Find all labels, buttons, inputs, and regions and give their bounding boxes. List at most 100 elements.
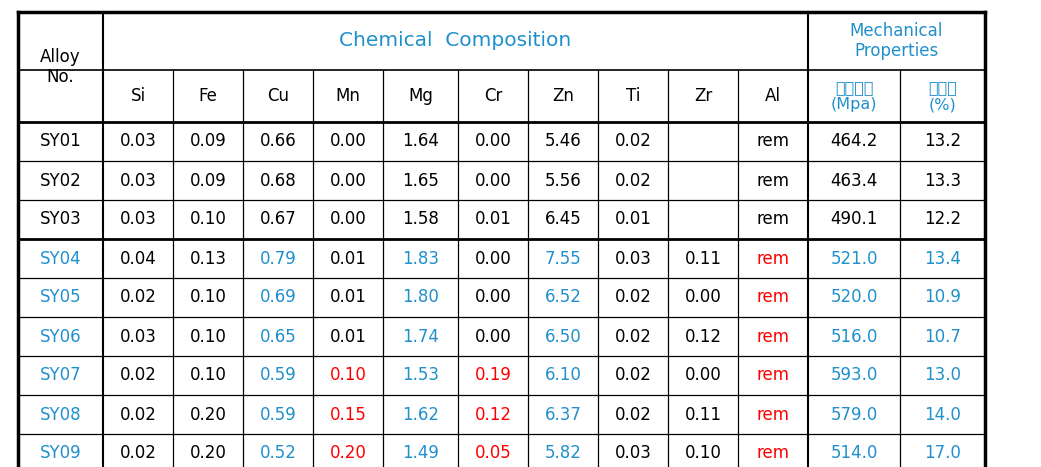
- Text: 6.52: 6.52: [544, 289, 582, 306]
- Text: Ti: Ti: [626, 87, 640, 105]
- Text: 0.65: 0.65: [259, 327, 297, 346]
- Text: 0.68: 0.68: [259, 171, 297, 190]
- Text: 593.0: 593.0: [831, 367, 878, 384]
- Text: 0.20: 0.20: [330, 445, 366, 462]
- Text: rem: rem: [757, 405, 789, 424]
- Text: 0.11: 0.11: [685, 405, 721, 424]
- Text: 6.50: 6.50: [544, 327, 581, 346]
- Text: 0.00: 0.00: [475, 289, 511, 306]
- Text: 0.59: 0.59: [259, 405, 297, 424]
- Text: 0.19: 0.19: [475, 367, 511, 384]
- Text: SY01: SY01: [40, 133, 81, 150]
- Text: rem: rem: [757, 249, 789, 268]
- Text: 12.2: 12.2: [924, 211, 961, 228]
- Text: 0.09: 0.09: [189, 133, 226, 150]
- Text: 13.0: 13.0: [924, 367, 961, 384]
- Text: Zn: Zn: [552, 87, 574, 105]
- Text: Fe: Fe: [199, 87, 218, 105]
- Text: 0.02: 0.02: [120, 445, 156, 462]
- Text: 0.59: 0.59: [259, 367, 297, 384]
- Text: 0.04: 0.04: [120, 249, 156, 268]
- Text: 0.02: 0.02: [120, 289, 156, 306]
- Text: SY05: SY05: [40, 289, 81, 306]
- Text: 5.46: 5.46: [544, 133, 581, 150]
- Text: 464.2: 464.2: [831, 133, 878, 150]
- Text: 0.00: 0.00: [475, 171, 511, 190]
- Text: SY03: SY03: [40, 211, 81, 228]
- Text: 1.80: 1.80: [402, 289, 439, 306]
- Text: rem: rem: [757, 171, 789, 190]
- Text: 0.02: 0.02: [614, 171, 652, 190]
- Text: 0.79: 0.79: [259, 249, 297, 268]
- Text: 5.56: 5.56: [544, 171, 581, 190]
- Text: 13.4: 13.4: [924, 249, 961, 268]
- Text: 1.64: 1.64: [402, 133, 439, 150]
- Text: 17.0: 17.0: [924, 445, 961, 462]
- Text: 연신율
(%): 연신율 (%): [929, 80, 957, 112]
- Text: 520.0: 520.0: [831, 289, 878, 306]
- Text: SY04: SY04: [40, 249, 81, 268]
- Text: 0.02: 0.02: [614, 133, 652, 150]
- Text: 0.01: 0.01: [330, 249, 366, 268]
- Text: 0.20: 0.20: [189, 445, 227, 462]
- Text: Mn: Mn: [335, 87, 360, 105]
- Text: 0.00: 0.00: [685, 367, 721, 384]
- Text: 6.37: 6.37: [544, 405, 582, 424]
- Text: 0.10: 0.10: [330, 367, 366, 384]
- Text: 1.65: 1.65: [402, 171, 439, 190]
- Text: 0.13: 0.13: [189, 249, 227, 268]
- Text: 0.00: 0.00: [685, 289, 721, 306]
- Text: 0.12: 0.12: [475, 405, 511, 424]
- Text: 490.1: 490.1: [831, 211, 878, 228]
- Text: 0.52: 0.52: [259, 445, 297, 462]
- Text: 0.69: 0.69: [259, 289, 297, 306]
- Text: 0.10: 0.10: [685, 445, 721, 462]
- Text: Si: Si: [130, 87, 146, 105]
- Text: Cr: Cr: [484, 87, 502, 105]
- Text: 1.74: 1.74: [402, 327, 439, 346]
- Text: 0.00: 0.00: [330, 133, 366, 150]
- Text: 0.00: 0.00: [330, 211, 366, 228]
- Text: 0.20: 0.20: [189, 405, 227, 424]
- Text: 0.67: 0.67: [259, 211, 297, 228]
- Text: 0.00: 0.00: [475, 249, 511, 268]
- Text: Mechanical
Properties: Mechanical Properties: [849, 21, 943, 60]
- Text: 0.66: 0.66: [259, 133, 297, 150]
- Text: 0.03: 0.03: [614, 249, 652, 268]
- Text: 0.10: 0.10: [189, 327, 227, 346]
- Text: 1.62: 1.62: [402, 405, 439, 424]
- Text: SY06: SY06: [40, 327, 81, 346]
- Text: Zr: Zr: [694, 87, 712, 105]
- Text: 1.49: 1.49: [402, 445, 439, 462]
- Text: 13.2: 13.2: [924, 133, 961, 150]
- Text: 0.00: 0.00: [330, 171, 366, 190]
- Text: 0.03: 0.03: [120, 211, 156, 228]
- Text: Alloy
No.: Alloy No.: [41, 48, 81, 86]
- Text: 0.02: 0.02: [120, 405, 156, 424]
- Text: 6.45: 6.45: [544, 211, 581, 228]
- Text: rem: rem: [757, 211, 789, 228]
- Text: SY07: SY07: [40, 367, 81, 384]
- Text: rem: rem: [757, 445, 789, 462]
- Text: 463.4: 463.4: [831, 171, 878, 190]
- Text: rem: rem: [757, 133, 789, 150]
- Text: 0.10: 0.10: [189, 367, 227, 384]
- Text: SY09: SY09: [40, 445, 81, 462]
- Text: 521.0: 521.0: [831, 249, 878, 268]
- Text: 0.05: 0.05: [475, 445, 511, 462]
- Text: 0.01: 0.01: [614, 211, 652, 228]
- Text: 0.01: 0.01: [475, 211, 511, 228]
- Text: SY02: SY02: [40, 171, 81, 190]
- Text: 516.0: 516.0: [831, 327, 878, 346]
- Text: 0.02: 0.02: [120, 367, 156, 384]
- Text: 0.09: 0.09: [189, 171, 226, 190]
- Text: 0.01: 0.01: [330, 327, 366, 346]
- Text: 0.03: 0.03: [120, 171, 156, 190]
- Text: SY08: SY08: [40, 405, 81, 424]
- Text: Chemical  Composition: Chemical Composition: [339, 31, 572, 50]
- Text: 0.00: 0.00: [475, 327, 511, 346]
- Text: 6.10: 6.10: [544, 367, 582, 384]
- Text: 0.10: 0.10: [189, 211, 227, 228]
- Text: 14.0: 14.0: [924, 405, 961, 424]
- Text: rem: rem: [757, 367, 789, 384]
